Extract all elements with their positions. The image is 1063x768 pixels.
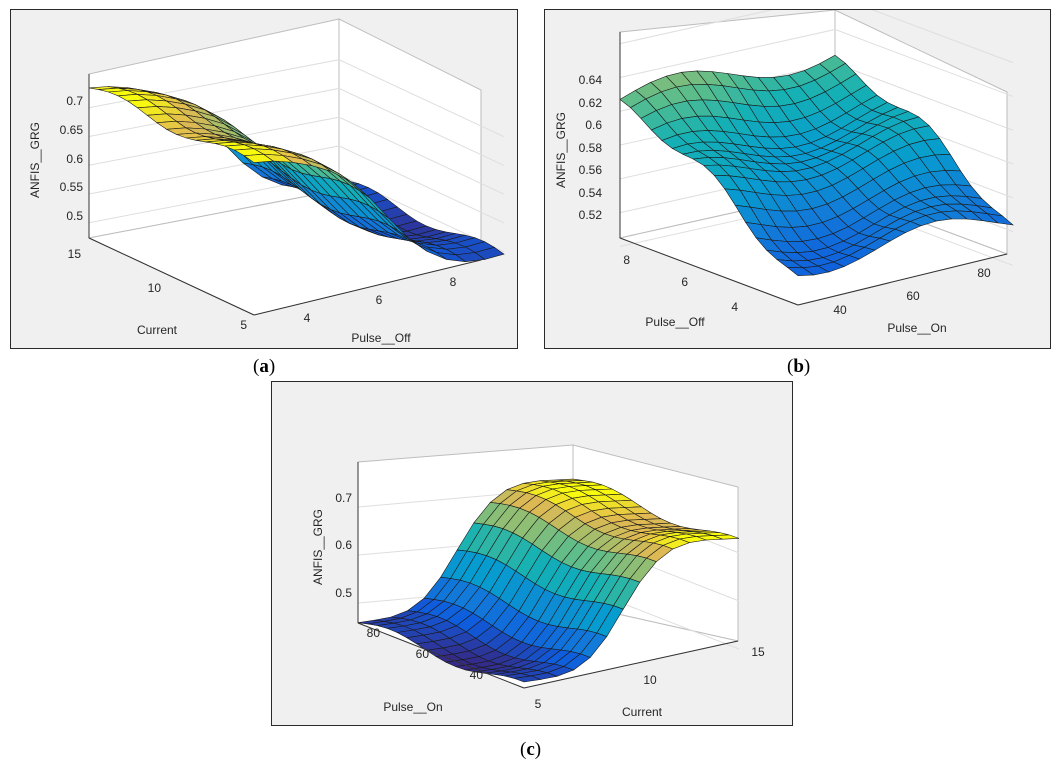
x-tick-a-0: 4 (304, 311, 311, 325)
y-tick-c-2: 80 (367, 626, 381, 640)
z-tick-a-4: 0.7 (66, 94, 83, 108)
y-tick-a-0: 5 (240, 318, 247, 332)
surface-patch-c-16-0 (514, 675, 542, 683)
grid-z-a-2 (88, 116, 505, 195)
surface-mesh-b (619, 54, 1014, 277)
y-tick-c-1: 60 (416, 647, 430, 661)
z-tick-b-6: 0.64 (579, 73, 603, 87)
x-axis-label-a: Pulse__Off (351, 331, 411, 345)
axis-line-y-b (619, 237, 799, 306)
x-tick-c-2: 15 (751, 645, 765, 659)
z-tick-a-2: 0.6 (66, 152, 83, 166)
z-tick-b-5: 0.62 (579, 96, 603, 110)
x-tick-c-1: 10 (643, 673, 657, 687)
grid-lines-a (88, 59, 505, 253)
grid-z-b-5 (619, 28, 1014, 97)
z-tick-b-1: 0.54 (579, 186, 603, 200)
z-axis-label-b: ANFIS__GRG (554, 112, 568, 188)
z-tick-b-4: 0.6 (585, 118, 602, 132)
surface-plot-c: 0.5 0.6 0.7 40 60 80 5 10 15 ANFIS__GRG … (311, 444, 765, 719)
z-tick-c-2: 0.7 (335, 491, 352, 505)
y-tick-a-2: 15 (68, 247, 82, 261)
z-tick-b-3: 0.58 (579, 141, 603, 155)
z-tick-c-0: 0.5 (335, 586, 352, 600)
z-tick-a-0: 0.5 (66, 209, 83, 223)
y-tick-b-2: 8 (623, 253, 630, 267)
x-tick-c-0: 5 (535, 697, 542, 711)
x-tick-a-1: 6 (376, 293, 383, 307)
x-tick-a-2: 8 (450, 275, 457, 289)
surface-mesh-a (88, 86, 505, 263)
z-tick-a-1: 0.55 (60, 180, 84, 194)
x-tick-b-1: 60 (906, 289, 920, 303)
x-axis-label-b: Pulse__On (887, 321, 946, 335)
grid-z-b-6 (619, 10, 1014, 64)
y-tick-a-1: 10 (148, 281, 162, 295)
x-tick-b-2: 80 (977, 266, 991, 280)
y-axis-label-c: Pulse__On (383, 700, 442, 714)
y-tick-b-0: 4 (731, 300, 738, 314)
surface-patch-b-16-0 (786, 267, 815, 277)
grid-z-a-4 (88, 59, 505, 138)
z-tick-b-2: 0.56 (579, 163, 603, 177)
caption-b: (b) (787, 356, 811, 377)
y-tick-c-0: 40 (470, 668, 484, 682)
axis-line-x-a (253, 259, 482, 316)
axis-line-y-c (357, 622, 525, 689)
z-tick-b-0: 0.52 (579, 208, 603, 222)
x-tick-b-0: 40 (833, 303, 847, 317)
x-axis-label-c: Current (622, 705, 663, 719)
axis-line-x-b (797, 253, 1008, 306)
surface-plot-b: 0.52 0.54 0.56 0.58 0.6 0.62 0.64 4 6 8 … (554, 10, 1014, 335)
grid-z-a-1 (88, 145, 505, 224)
caption-c: (c) (520, 739, 542, 760)
surface-plot-a: 0.5 0.55 0.6 0.65 0.7 5 10 15 4 6 8 ANFI… (28, 18, 505, 345)
z-axis-label-a: ANFIS__GRG (28, 122, 42, 198)
y-tick-b-1: 6 (681, 275, 688, 289)
z-tick-a-3: 0.65 (60, 123, 84, 137)
y-axis-label-b: Pulse__Off (645, 315, 705, 329)
axis-line-y-a (88, 237, 255, 316)
surface-patch-a-16-0 (243, 153, 275, 163)
plot-panel-b: 0.52 0.54 0.56 0.58 0.6 0.62 0.64 4 6 8 … (544, 9, 1051, 349)
surface-mesh-c (357, 478, 740, 683)
plot-panel-c: 0.5 0.6 0.7 40 60 80 5 10 15 ANFIS__GRG … (271, 381, 793, 726)
axis-line-x-c (523, 640, 739, 689)
z-tick-c-1: 0.6 (335, 538, 352, 552)
z-axis-label-c: ANFIS__GRG (311, 509, 325, 585)
y-axis-label-a: Current (137, 323, 178, 337)
caption-a: (a) (253, 356, 276, 377)
plot-panel-a: 0.5 0.55 0.6 0.65 0.7 5 10 15 4 6 8 ANFI… (10, 9, 518, 349)
